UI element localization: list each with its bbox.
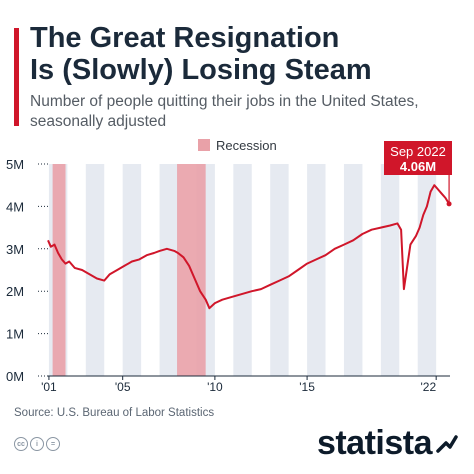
y-tick-label: 2M [6, 284, 24, 299]
year-band [270, 164, 289, 376]
x-tick-label: '15 [299, 380, 315, 394]
year-band [85, 164, 105, 376]
year-band [307, 164, 326, 376]
y-tick-label: 5M [6, 157, 24, 172]
x-tick-label: '05 [115, 380, 131, 394]
equals-icon[interactable]: = [46, 437, 60, 451]
y-tick-label: 1M [6, 327, 24, 342]
chart-subtitle-line-2: seasonally adjusted [30, 113, 167, 130]
source-note: Source: U.S. Bureau of Labor Statistics [14, 407, 215, 419]
callout-date-label: Sep 2022 [390, 144, 446, 159]
x-tick-label: '01 [41, 380, 57, 394]
cc-icon[interactable]: cc [14, 437, 28, 451]
year-band [233, 164, 252, 376]
legend-label-recession: Recession [216, 138, 277, 153]
statista-mark-icon [436, 434, 458, 453]
chart-title: The Great Resignation Is (Slowly) Losing… [30, 22, 372, 86]
chart-subtitle-line-1: Number of people quitting their jobs in … [30, 93, 419, 110]
year-band [159, 164, 179, 376]
license-icons: cc i = [14, 437, 60, 451]
y-tick-label: 4M [6, 199, 24, 214]
chart-title-line-2: Is (Slowly) Losing Steam [30, 54, 372, 86]
x-tick-label: '10 [207, 380, 223, 394]
statista-wordmark: statista [316, 424, 433, 462]
statista-logo[interactable]: statista [317, 424, 458, 463]
recession-band [52, 164, 66, 376]
year-band [122, 164, 142, 376]
x-tick-label: '22 [421, 380, 437, 394]
callout-box [384, 141, 452, 175]
year-band [417, 164, 437, 376]
year-bands [48, 164, 437, 376]
x-axis: '01 '05 '10 '15 '22 [41, 375, 450, 394]
chart-legend: Recession [198, 138, 277, 153]
y-axis: 0M 1M 2M 3M 4M 5M [6, 157, 48, 384]
chart-subtitle: Number of people quitting their jobs in … [30, 92, 419, 132]
year-band [380, 164, 400, 376]
callout-value-label: 4.06M [400, 159, 436, 174]
legend-swatch-recession [198, 139, 210, 151]
y-tick-label: 3M [6, 242, 24, 257]
y-tick-label: 0M [6, 369, 24, 384]
title-accent-bar [14, 28, 19, 126]
chart-title-line-1: The Great Resignation [30, 22, 340, 54]
series-line-quits [47, 184, 450, 310]
info-icon[interactable]: i [30, 437, 44, 451]
year-band [343, 164, 363, 376]
latest-value-callout: Sep 2022 4.06M [384, 141, 452, 207]
callout-point [446, 201, 452, 207]
